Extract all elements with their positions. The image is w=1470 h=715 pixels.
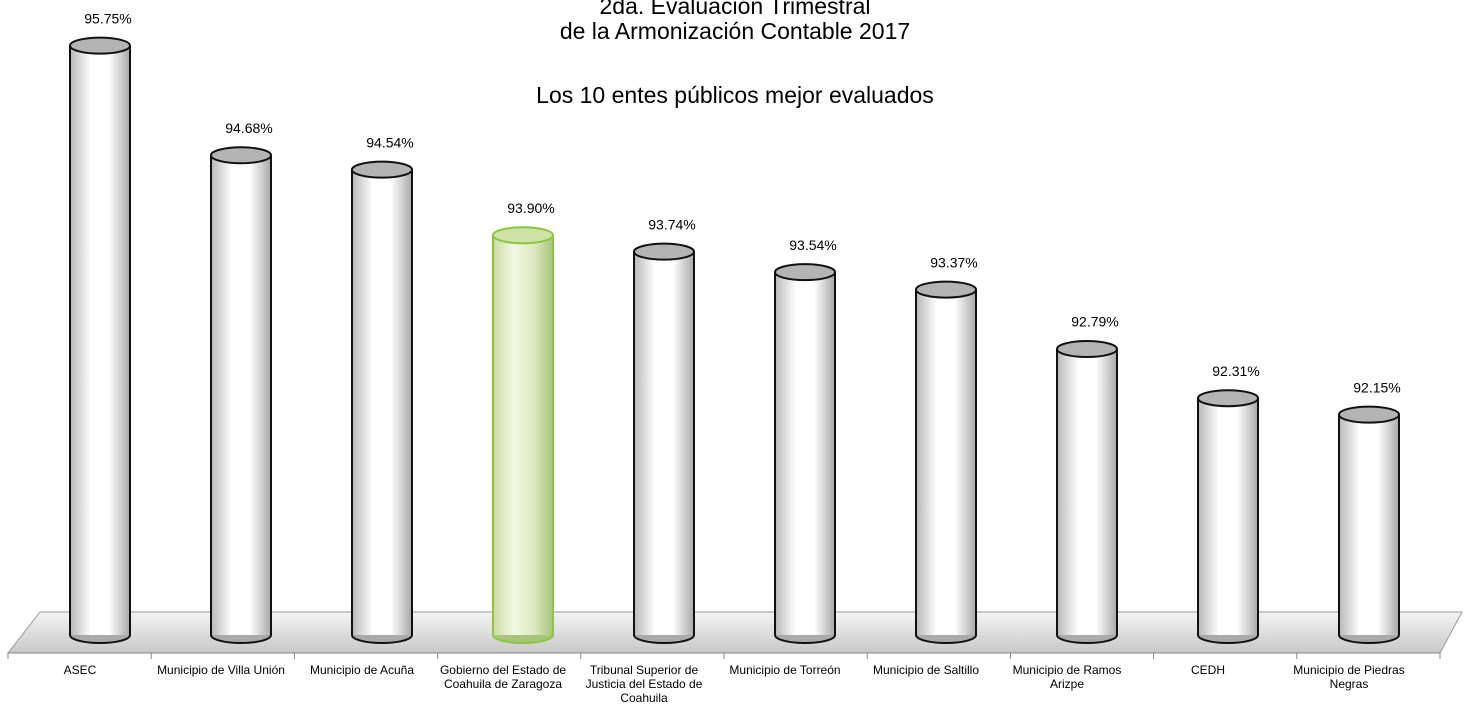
x-tick-label: ASEC [63,663,97,677]
x-tick-label: Municipio de Torreón [729,663,841,677]
bar [916,289,976,635]
bar [1057,349,1117,635]
x-tick-label: Tribunal Superior de Justicia del Estado… [585,663,703,705]
value-label: 93.90% [507,200,554,216]
x-tick-label: Municipio de Acuña [309,663,415,677]
bar-top [633,242,695,261]
chart-title: de la Armonización Contable 2017 [560,18,910,44]
value-label: 94.54% [366,134,413,150]
value-label: 93.74% [648,216,695,232]
bar [775,272,835,635]
bar-top [1197,389,1259,408]
bar [1339,414,1399,635]
bar [70,45,130,635]
bar-top [351,160,413,179]
value-label: 94.68% [225,120,272,136]
x-tick-label: Gobierno del Estado de Coahuila de Zarag… [439,663,567,691]
chart-subtitle: Los 10 entes públicos mejor evaluados [536,82,934,108]
value-label: 93.37% [930,254,977,270]
bar [634,251,694,635]
bar-top [69,36,131,55]
x-tick-label: Municipio de Villa Unión [157,663,285,677]
chart-title: 2da. Evaluación Trimestral [599,0,870,19]
bar-top [915,280,977,299]
value-label: 92.31% [1212,363,1259,379]
bar-top [774,263,836,282]
value-label: 92.15% [1353,379,1400,395]
x-tick-label: Municipio de Piedras Negras [1293,663,1405,691]
x-tick-label: Municipio de Saltillo [872,663,980,677]
value-label: 95.75% [84,10,131,26]
bar-top [1338,405,1400,424]
value-label: 92.79% [1071,314,1118,330]
bar [352,169,412,635]
bar [211,155,271,636]
bar-top [210,146,272,165]
bar [1198,398,1258,635]
bar-top [1056,340,1118,359]
bar [493,235,553,635]
bar-top [492,226,554,245]
value-label: 93.54% [789,237,836,253]
x-tick-label: Municipio de Ramos Arizpe [1012,663,1122,691]
x-tick-label: CEDH [1190,663,1225,677]
